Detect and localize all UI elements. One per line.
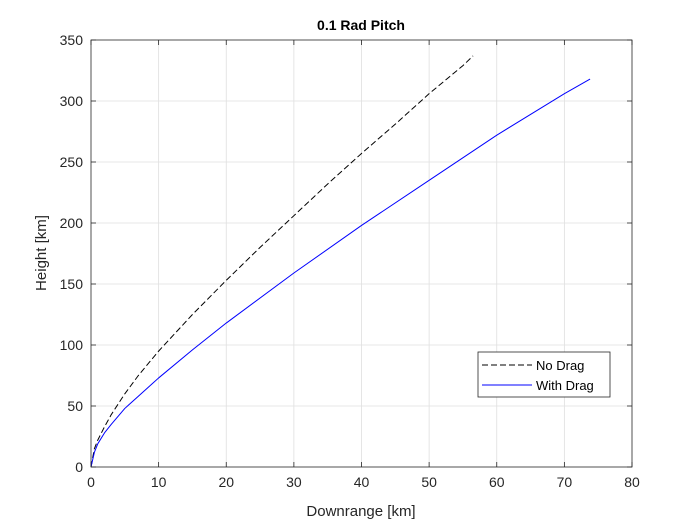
legend: No Drag With Drag xyxy=(477,351,611,398)
legend-label-no-drag: No Drag xyxy=(536,358,584,373)
y-tick-label: 100 xyxy=(60,337,84,353)
x-tick-label: 80 xyxy=(624,474,640,490)
ticks: 0 10 20 30 40 50 60 70 80 0 50 100 150 200 250 300 350 xyxy=(60,32,640,490)
x-tick-label: 20 xyxy=(218,474,234,490)
x-tick-label: 60 xyxy=(489,474,505,490)
y-axis-label: Height [km] xyxy=(33,215,50,291)
x-tick-label: 40 xyxy=(354,474,370,490)
x-tick-label: 10 xyxy=(151,474,167,490)
y-tick-label: 250 xyxy=(60,154,84,170)
legend-box xyxy=(477,351,611,398)
series-group xyxy=(90,55,591,468)
y-tick-label: 200 xyxy=(60,215,84,231)
x-tick-label: 30 xyxy=(286,474,302,490)
legend-label-with-drag: With Drag xyxy=(536,378,594,393)
y-tick-label: 300 xyxy=(60,93,84,109)
y-tick-label: 0 xyxy=(75,459,83,475)
y-tick-label: 150 xyxy=(60,276,84,292)
x-tick-label: 50 xyxy=(421,474,437,490)
series-line-no-drag xyxy=(90,55,474,468)
x-tick-label: 70 xyxy=(557,474,573,490)
chart-title: 0.1 Rad Pitch xyxy=(317,17,405,33)
y-tick-label: 350 xyxy=(60,32,84,48)
x-axis-label: Downrange [km] xyxy=(306,503,415,520)
x-tick-label: 0 xyxy=(87,474,95,490)
y-tick-label: 50 xyxy=(67,398,83,414)
series-line-with-drag xyxy=(90,78,591,468)
